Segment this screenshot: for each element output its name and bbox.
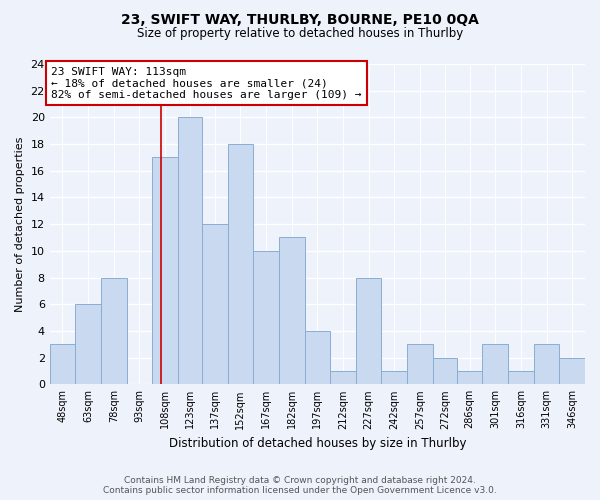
Bar — [330, 371, 356, 384]
Bar — [356, 278, 382, 384]
Bar — [227, 144, 253, 384]
Text: 23, SWIFT WAY, THURLBY, BOURNE, PE10 0QA: 23, SWIFT WAY, THURLBY, BOURNE, PE10 0QA — [121, 12, 479, 26]
Bar — [279, 238, 305, 384]
Bar — [457, 371, 482, 384]
Text: Contains HM Land Registry data © Crown copyright and database right 2024.
Contai: Contains HM Land Registry data © Crown c… — [103, 476, 497, 495]
Bar — [152, 158, 178, 384]
Bar — [508, 371, 533, 384]
Bar — [433, 358, 457, 384]
Bar — [101, 278, 127, 384]
Bar — [202, 224, 227, 384]
Bar — [178, 118, 202, 384]
Text: Size of property relative to detached houses in Thurlby: Size of property relative to detached ho… — [137, 28, 463, 40]
Bar — [559, 358, 585, 384]
Bar — [305, 331, 330, 384]
Bar — [76, 304, 101, 384]
Bar — [482, 344, 508, 385]
Bar — [382, 371, 407, 384]
Bar — [407, 344, 433, 385]
Y-axis label: Number of detached properties: Number of detached properties — [15, 136, 25, 312]
X-axis label: Distribution of detached houses by size in Thurlby: Distribution of detached houses by size … — [169, 437, 466, 450]
Bar — [50, 344, 76, 385]
Bar — [253, 251, 279, 384]
Text: 23 SWIFT WAY: 113sqm
← 18% of detached houses are smaller (24)
82% of semi-detac: 23 SWIFT WAY: 113sqm ← 18% of detached h… — [52, 66, 362, 100]
Bar — [533, 344, 559, 385]
